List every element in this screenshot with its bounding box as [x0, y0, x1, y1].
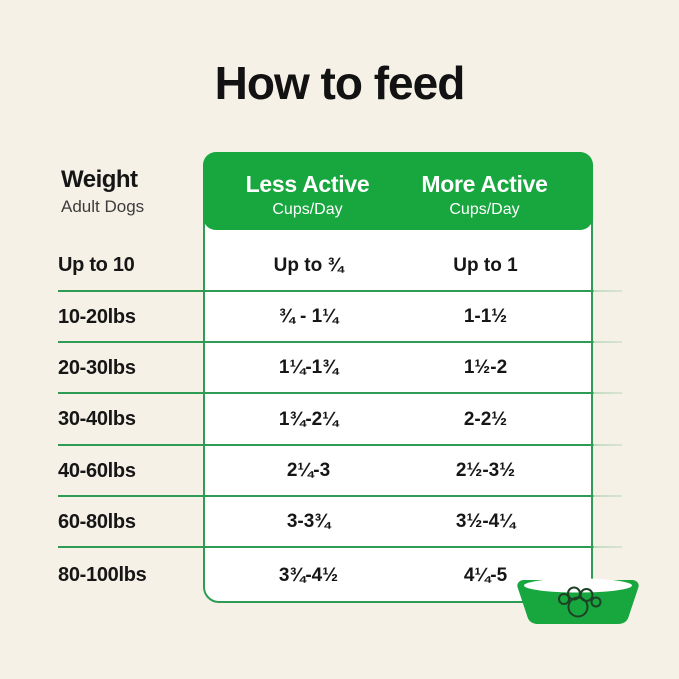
more-active-cell: 2-2½ [463, 408, 508, 430]
paw-icon [558, 586, 602, 618]
row-divider [58, 444, 622, 446]
weight-cell: 80-100lbs [58, 564, 147, 586]
row-divider [58, 341, 622, 343]
less-active-sublabel: Cups/Day [272, 200, 343, 218]
more-active-cell: 1-1½ [463, 306, 508, 327]
row-divider [58, 495, 622, 497]
table-row: 10-20lbs ¾ - 1¼ 1-1½ [58, 292, 593, 342]
feeding-table-body [203, 190, 593, 603]
more-active-cell: 4¼-5 [463, 564, 508, 586]
less-active-cell: 2¼-3 [286, 460, 331, 481]
less-active-label: Less Active [245, 170, 370, 197]
row-divider [58, 290, 622, 292]
table-row: 20-30lbs 1¼-1¾ 1½-2 [58, 343, 593, 393]
less-active-cell: 1¾-2¼ [278, 408, 339, 430]
table-row: Up to 10 Up to ¾ Up to 1 [58, 230, 593, 291]
bowl-rim [524, 578, 632, 593]
table-row: 40-60lbs 2¼-3 2½-3½ [58, 446, 593, 496]
weight-cell: Up to 10 [58, 254, 135, 276]
row-divider [58, 546, 622, 548]
weight-cell: 10-20lbs [58, 305, 136, 328]
more-active-cell: Up to 1 [453, 254, 518, 276]
more-active-sublabel: Cups/Day [449, 200, 520, 218]
less-active-cell: Up to ¾ [273, 254, 344, 276]
table-row: 60-80lbs 3-3¾ 3½-4¼ [58, 497, 593, 547]
more-active-cell: 3½-4¼ [455, 511, 516, 532]
weight-column-header: Weight Adult Dogs [61, 166, 144, 217]
table-row: 80-100lbs 3¾-4½ 4¼-5 [58, 548, 593, 603]
less-active-cell: ¾ - 1¼ [278, 306, 339, 327]
column-header-more-active: More Active Cups/Day [396, 152, 593, 230]
more-active-cell: 1½-2 [463, 357, 508, 378]
more-active-cell: 2½-3½ [455, 460, 516, 481]
weight-cell: 20-30lbs [58, 356, 136, 379]
dog-bowl-paw-icon [517, 578, 639, 624]
column-header-less-active: Less Active Cups/Day [203, 152, 396, 230]
less-active-cell: 3-3¾ [286, 511, 331, 532]
feeding-table-header: Less Active Cups/Day More Active Cups/Da… [203, 152, 593, 230]
weight-header-title: Weight [61, 166, 138, 193]
weight-cell: 30-40lbs [58, 408, 136, 430]
row-divider [58, 392, 622, 394]
weight-header-subtitle: Adult Dogs [61, 197, 145, 216]
weight-cell: 60-80lbs [58, 510, 136, 533]
page-title: How to feed [214, 57, 466, 109]
table-row: 30-40lbs 1¾-2¼ 2-2½ [58, 394, 593, 445]
less-active-cell: 1¼-1¾ [278, 357, 339, 378]
weight-cell: 40-60lbs [58, 459, 136, 482]
less-active-cell: 3¾-4½ [278, 564, 339, 586]
more-active-label: More Active [421, 170, 548, 197]
